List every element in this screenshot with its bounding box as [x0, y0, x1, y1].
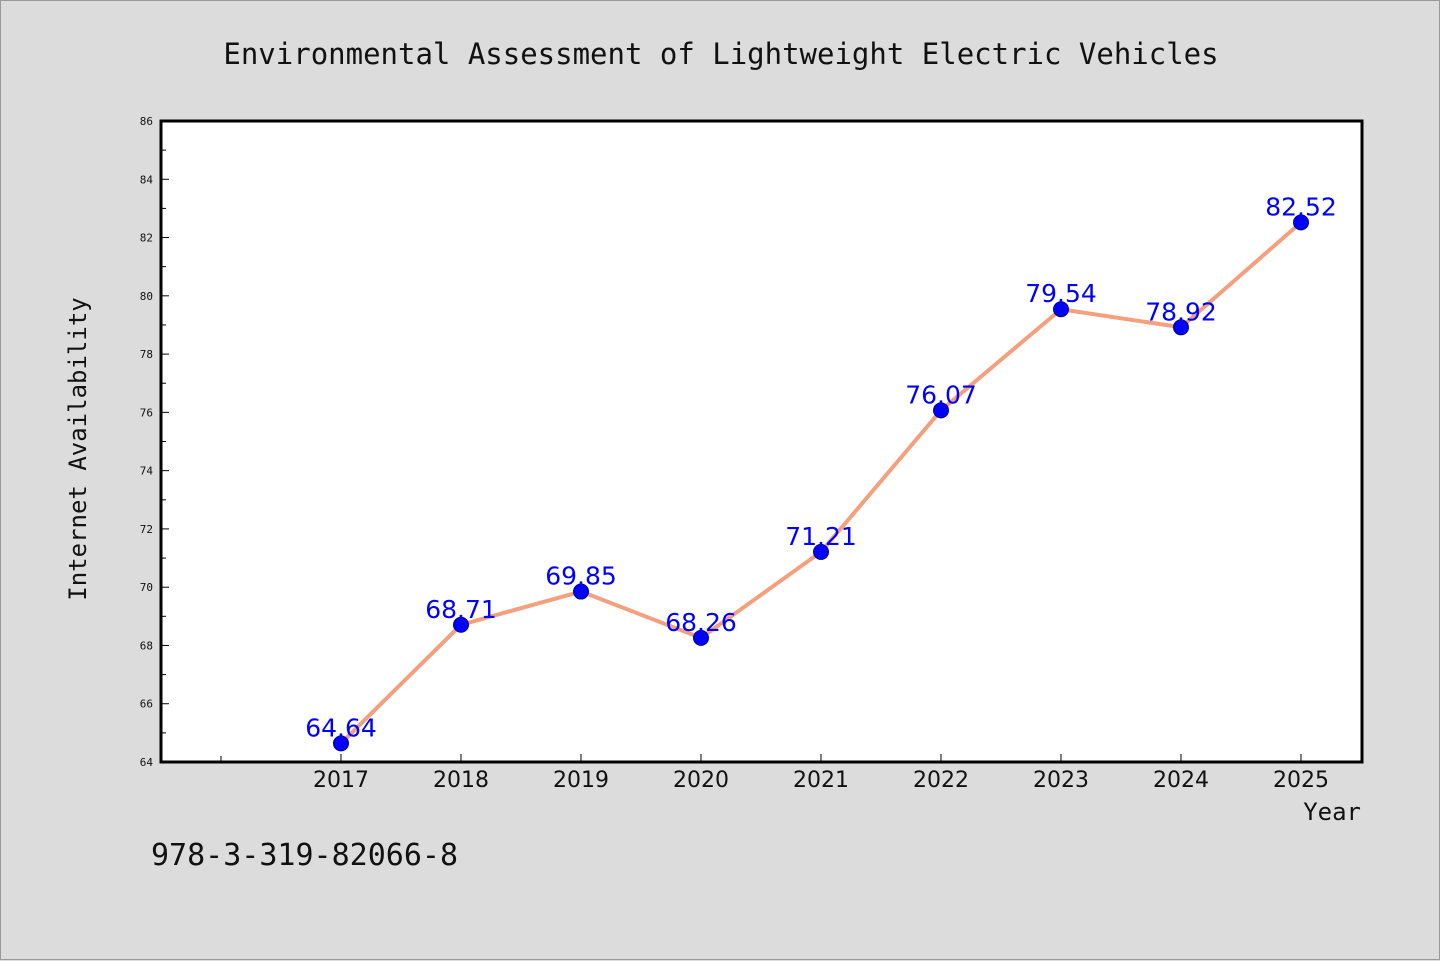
x-tick-label: 2025	[1273, 768, 1329, 793]
chart-title: Environmental Assessment of Lightweight …	[223, 37, 1218, 71]
data-point	[813, 543, 829, 560]
data-point	[933, 402, 949, 419]
x-tick-label: 2019	[553, 768, 609, 793]
x-tick-label: 2023	[1033, 768, 1089, 793]
y-tick-label: 70	[140, 581, 153, 594]
y-tick-label: 78	[140, 348, 153, 361]
x-tick-label: 2018	[433, 768, 489, 793]
x-tick-label: 2020	[673, 768, 729, 793]
data-point	[333, 735, 349, 752]
data-point	[1173, 319, 1189, 336]
data-label: 71.21	[785, 522, 857, 551]
data-point	[1293, 214, 1309, 231]
y-tick-label: 66	[140, 698, 153, 711]
x-tick-label: 2022	[913, 768, 969, 793]
data-labels: 64.64 68.71 69.85 68.26 71.21 76.07 79.54 78.92…	[305, 192, 1337, 742]
x-tick-label: 2017	[313, 768, 369, 793]
y-tick-label: 72	[140, 523, 153, 536]
data-label: 79.54	[1025, 279, 1097, 308]
data-series	[333, 214, 1309, 752]
data-label: 68.71	[425, 595, 497, 624]
data-point	[573, 583, 589, 600]
plot-area	[159, 119, 1364, 764]
x-axis-label: Year	[1303, 798, 1361, 826]
data-label: 68.26	[665, 608, 737, 637]
y-axis: 64 66 68 70 72 74 76 78 80 82 84 86	[140, 115, 169, 769]
y-tick-label: 82	[140, 232, 153, 245]
y-tick-label: 76	[140, 406, 153, 419]
data-label: 64.64	[305, 713, 377, 742]
data-point	[1053, 301, 1069, 318]
y-tick-label: 68	[140, 639, 153, 652]
data-label: 78.92	[1145, 297, 1217, 326]
data-label: 69.85	[545, 562, 617, 591]
x-axis: 2017 2018 2019 2020 2021 2022 2023 2024 2025	[220, 754, 1329, 793]
data-label: 82.52	[1265, 192, 1337, 221]
y-tick-label: 80	[140, 290, 153, 303]
data-point	[693, 629, 709, 646]
x-tick-label: 2024	[1153, 768, 1209, 793]
footer-isbn: 978-3-319-82066-8	[151, 838, 458, 873]
y-tick-label: 64	[140, 756, 154, 769]
y-tick-label: 86	[140, 115, 153, 128]
y-tick-label: 84	[140, 173, 154, 186]
data-label: 76.07	[905, 380, 977, 409]
y-tick-label: 74	[140, 465, 154, 478]
y-axis-label: Internet Availability	[64, 297, 92, 600]
x-tick-label: 2021	[793, 768, 849, 793]
data-point	[453, 616, 469, 633]
